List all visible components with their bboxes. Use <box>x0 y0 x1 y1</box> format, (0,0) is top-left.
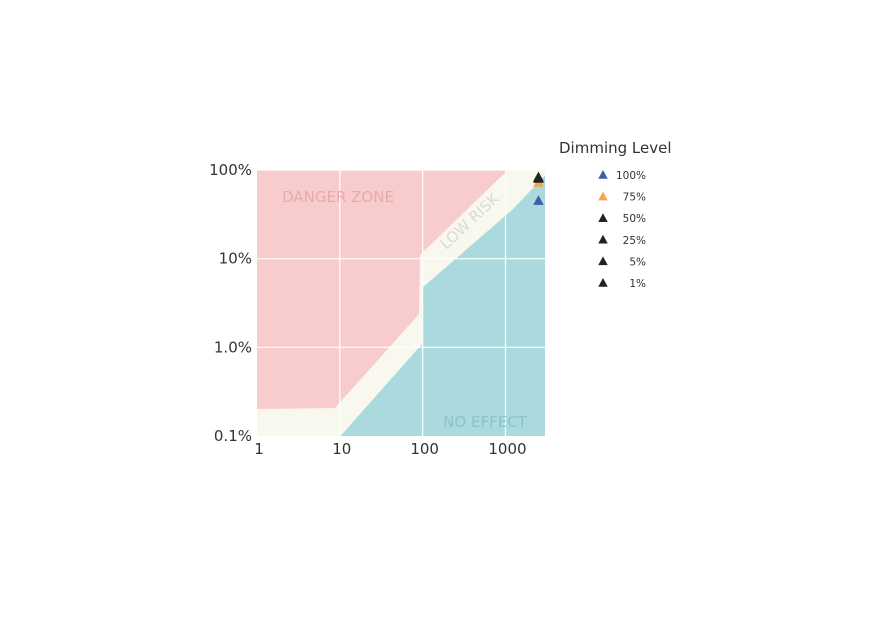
zone-label-danger: DANGER ZONE <box>282 188 394 206</box>
legend-item: 5% <box>598 256 646 268</box>
legend-label: 25% <box>623 235 646 247</box>
x-axis-ticks: 1 10 100 1000 <box>254 440 526 458</box>
legend-item: 100% <box>598 170 646 182</box>
legend-item: 50% <box>598 213 646 225</box>
y-tick-label: 1.0% <box>214 338 252 356</box>
legend-label: 5% <box>629 256 646 268</box>
legend-marker-icon <box>598 234 608 244</box>
data-point <box>533 195 544 205</box>
legend-label: 100% <box>616 170 646 182</box>
legend-marker-icon <box>598 213 608 222</box>
y-tick-label: 100% <box>209 161 252 179</box>
no-effect-zone <box>340 175 545 436</box>
grid <box>257 170 545 436</box>
legend-item: 25% <box>598 234 646 247</box>
y-tick-label: 0.1% <box>214 427 252 445</box>
legend-marker-icon <box>598 191 608 201</box>
legend-item: 1% <box>598 278 646 290</box>
legend-title: Dimming Level <box>559 139 672 157</box>
legend-marker-icon <box>598 256 608 266</box>
x-tick-label: 100 <box>410 440 439 458</box>
x-tick-label: 10 <box>332 440 351 458</box>
x-tick-label: 1 <box>254 440 264 458</box>
y-axis-ticks: 100% 10% 1.0% 0.1% <box>209 161 252 445</box>
data-points <box>533 171 544 205</box>
legend-marker-icon <box>598 170 608 179</box>
legend-item: 75% <box>598 191 646 204</box>
x-tick-label: 1000 <box>488 440 526 458</box>
danger-zone <box>257 170 508 409</box>
legend-label: 75% <box>623 192 646 204</box>
zone-label-no-effect: NO EFFECT <box>443 413 527 431</box>
legend-entries: 100% 75% 50% 25% 5% 1% <box>598 170 646 290</box>
legend-label: 1% <box>629 278 646 290</box>
legend: Dimming Level 100% 75% 50% 25% 5% 1% <box>559 139 672 290</box>
plot-area <box>257 170 545 436</box>
data-point <box>533 171 544 182</box>
legend-label: 50% <box>623 213 646 225</box>
legend-marker-icon <box>598 278 608 287</box>
y-tick-label: 10% <box>219 250 252 268</box>
